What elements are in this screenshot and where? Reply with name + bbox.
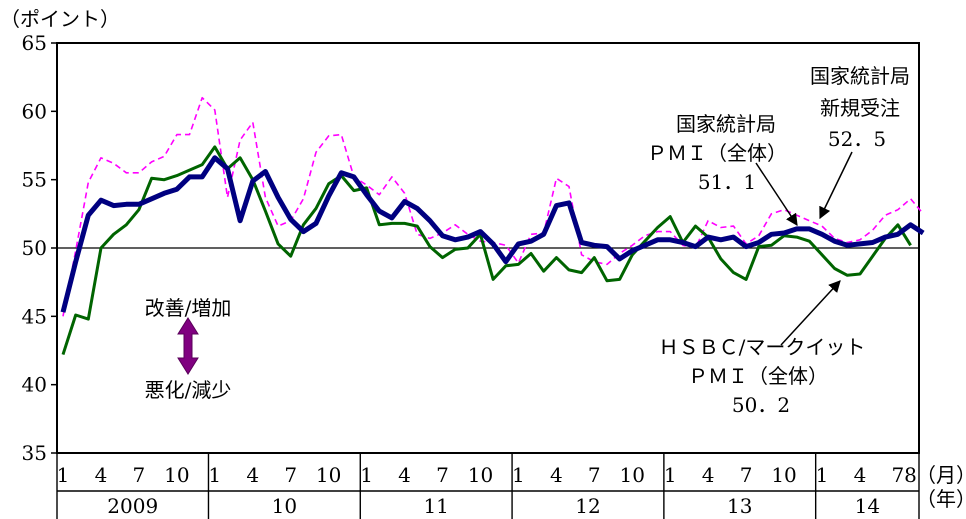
x-month-label: 4 [550, 463, 563, 487]
direction-legend: 改善/増加 悪化/減少 [145, 296, 232, 402]
y-tick-label: 40 [22, 373, 47, 397]
x-month-label: 4 [702, 463, 715, 487]
x-year-label: 11 [423, 494, 448, 518]
annotation-nbs-new-orders-arrow [819, 151, 853, 220]
x-month-label: 1 [512, 463, 525, 487]
y-tick-label: 60 [22, 99, 47, 123]
series-hsbc-pmi-line [61, 145, 912, 356]
annotation-nbs-new-orders-line2: 新規受注 [820, 96, 900, 120]
x-month-label: 7 [588, 463, 601, 487]
x-month-label: 1 [360, 463, 373, 487]
x-month-label: 4 [246, 463, 259, 487]
y-axis: 35 40 45 50 55 60 65 [22, 31, 57, 465]
x-month-label: 4 [95, 463, 108, 487]
x-unit-year: （年） [916, 487, 966, 511]
x-month-label: 1 [664, 463, 677, 487]
x-month-label: 7 [436, 463, 449, 487]
x-month-label: 1 [208, 463, 221, 487]
x-month-label: 7 [284, 463, 297, 487]
x-year-label: 14 [855, 494, 880, 518]
x-month-label: 10 [771, 463, 796, 487]
annotation-hsbc-pmi-line2: ＰＭＩ（全体） [688, 364, 828, 388]
x-month-label: 4 [854, 463, 867, 487]
x-month-label: 7 [133, 463, 146, 487]
x-month-label: 4 [398, 463, 411, 487]
x-year-label: 13 [727, 494, 752, 518]
annotation-hsbc-pmi-line3: 50．2 [732, 393, 790, 417]
x-month-label: 10 [316, 463, 341, 487]
y-tick-label: 50 [22, 236, 47, 260]
annotation-nbs-pmi-line2: ＰＭＩ（全体） [647, 141, 787, 165]
series-nbs-new-orders-line [62, 96, 924, 317]
direction-worsen-label: 悪化/減少 [145, 378, 232, 402]
y-unit-label: （ポイント） [0, 7, 120, 31]
x-month-label: 7 [740, 463, 753, 487]
annotation-nbs-new-orders: 国家統計局 新規受注 52．5 [810, 64, 910, 220]
x-year-label: 12 [575, 494, 600, 518]
annotation-hsbc-pmi-line1: ＨＳＢＣ/マークイット [659, 335, 866, 359]
annotation-nbs-pmi-line1: 国家統計局 [676, 112, 776, 136]
x-year-label: 10 [272, 494, 297, 518]
x-month-label: 8 [904, 463, 917, 487]
y-tick-label: 35 [22, 441, 47, 465]
y-tick-label: 55 [22, 168, 47, 192]
annotation-nbs-pmi: 国家統計局 ＰＭＩ（全体） 51．1 [647, 112, 798, 227]
annotation-nbs-new-orders-line3: 52．5 [828, 127, 886, 151]
annotation-nbs-pmi-line3: 51．1 [698, 170, 756, 194]
annotation-nbs-pmi-arrow [755, 162, 798, 227]
double-arrow-icon [177, 317, 199, 375]
x-year-label: 2009 [107, 494, 158, 518]
direction-improve-label: 改善/増加 [145, 296, 232, 320]
x-month-label: 10 [620, 463, 645, 487]
x-month-label: 1 [816, 463, 829, 487]
x-unit-month: （月） [916, 463, 966, 487]
x-month-label: 10 [164, 463, 189, 487]
annotation-hsbc-pmi-arrow [780, 280, 841, 346]
y-tick-label: 45 [22, 304, 47, 328]
series-nbs-pmi-line [60, 155, 925, 313]
y-tick-label: 65 [22, 31, 47, 55]
annotation-nbs-new-orders-line1: 国家統計局 [810, 64, 910, 88]
x-month-label: 10 [468, 463, 493, 487]
series-layer [60, 96, 925, 356]
x-month-label: 1 [57, 463, 70, 487]
annotation-hsbc-pmi: ＨＳＢＣ/マークイット ＰＭＩ（全体） 50．2 [659, 280, 866, 417]
x-month-label: 7 [892, 463, 905, 487]
